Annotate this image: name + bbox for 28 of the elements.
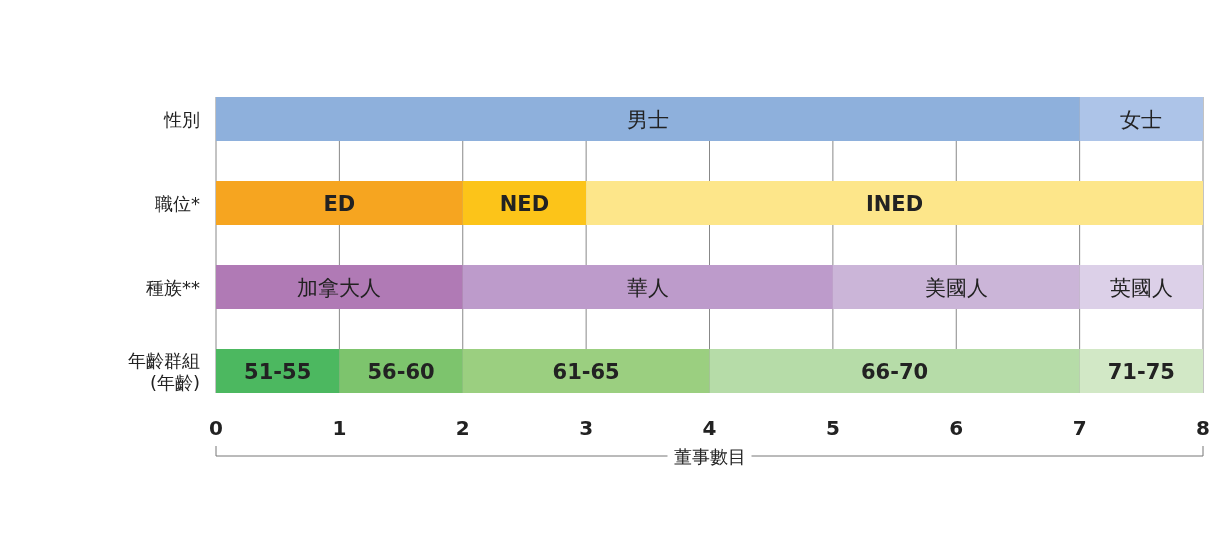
x-tick-label: 6	[949, 416, 964, 440]
y-tick-label: 職位*	[155, 193, 200, 214]
y-tick-label: 種族**	[146, 277, 200, 298]
series-label: 61-65	[552, 360, 620, 384]
y-tick-label: 年齡群組 (年齡)	[128, 350, 200, 393]
x-tick-label: 1	[332, 416, 347, 440]
x-tick-label: 4	[702, 416, 717, 440]
series-label: 71-75	[1107, 360, 1175, 384]
x-tick-label: 5	[825, 416, 840, 440]
series-label: 華人	[626, 276, 669, 300]
series-label: NED	[499, 192, 550, 216]
x-axis-title: 董事數目	[673, 446, 746, 467]
x-tick-label: 3	[579, 416, 594, 440]
series-label: 66-70	[860, 360, 929, 384]
series-label: 加拿大人	[297, 276, 382, 300]
series-label: 英國人	[1109, 276, 1173, 300]
x-tick-label: 2	[455, 416, 470, 440]
x-tick-label: 0	[209, 416, 223, 440]
series-label: 56-60	[367, 360, 435, 384]
x-tick-label: 8	[1196, 416, 1210, 440]
series-label: 男士	[626, 108, 669, 132]
series-label: ED	[323, 192, 356, 216]
y-tick-label: 性別	[163, 109, 200, 130]
series-label: 女士	[1120, 108, 1163, 132]
series-label: 51-55	[244, 360, 312, 384]
x-tick-label: 7	[1072, 416, 1087, 440]
series-label: INED	[865, 192, 924, 216]
series-label: 美國人	[924, 276, 988, 300]
